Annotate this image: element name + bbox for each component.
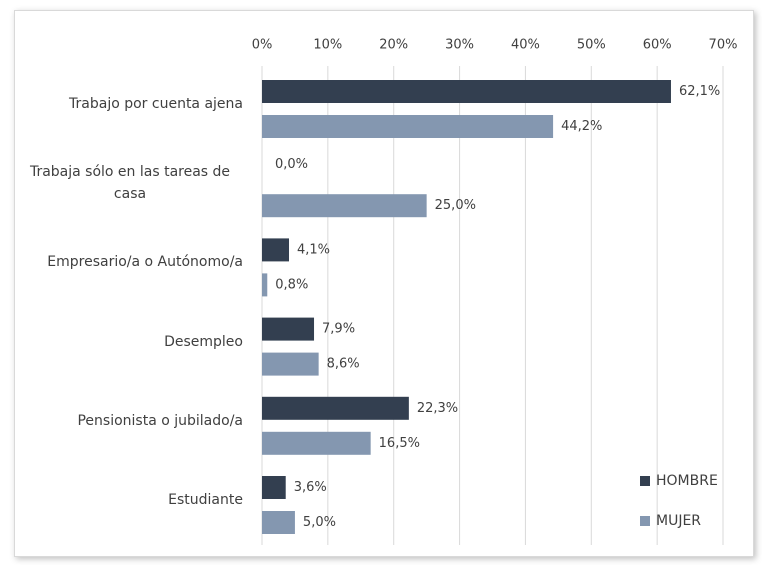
data-label: 22,3% (417, 401, 458, 416)
data-label: 16,5% (379, 436, 420, 451)
category-text: Trabaja sólo en las tareas de casa (29, 164, 231, 203)
data-label: 4,1% (297, 242, 330, 257)
data-label: 44,2% (561, 119, 602, 134)
data-label: 8,6% (327, 357, 360, 372)
bar (262, 431, 371, 455)
x-tick-label: 50% (577, 38, 606, 53)
category-text: Empresario/a o Autónomo/a (47, 254, 243, 271)
category-text: Desempleo (164, 333, 243, 350)
x-tick-label: 60% (643, 38, 672, 53)
category-label: Empresario/a o Autónomo/a (3, 238, 243, 286)
legend-label: MUJER (656, 513, 701, 529)
category-text: Trabajo por cuenta ajena (69, 96, 243, 112)
category-text: Estudiante (168, 492, 243, 508)
legend-swatch (640, 516, 650, 526)
data-label: 7,9% (322, 322, 355, 337)
data-label: 5,0% (303, 515, 336, 530)
bar (262, 476, 286, 499)
legend-label: HOMBRE (656, 473, 718, 489)
category-label: Trabajo por cuenta ajena (3, 80, 243, 128)
data-label: 0,8% (275, 277, 308, 292)
bar (262, 273, 268, 297)
category-text: Pensionista o jubilado/a (77, 412, 243, 429)
category-label: Estudiante (3, 476, 243, 524)
x-tick-label: 30% (445, 38, 474, 53)
bar (262, 352, 319, 376)
category-label: Desempleo (3, 318, 243, 366)
legend-swatch (640, 476, 650, 486)
bar (262, 194, 427, 218)
bar (262, 80, 671, 103)
category-label: Trabaja sólo en las tareas de casa (3, 159, 243, 207)
data-label: 3,6% (294, 480, 327, 495)
data-label: 62,1% (679, 84, 720, 99)
data-label: 0,0% (275, 157, 308, 172)
x-tick-label: 70% (709, 38, 738, 53)
bar (262, 115, 554, 138)
bar (262, 317, 315, 341)
x-tick-label: 40% (511, 38, 540, 53)
bar (262, 396, 409, 420)
data-label: 25,0% (435, 198, 476, 213)
x-tick-label: 10% (313, 38, 342, 53)
category-label: Pensionista o jubilado/a (3, 397, 243, 445)
x-tick-label: 20% (379, 38, 408, 53)
bar (262, 511, 295, 534)
bar (262, 238, 290, 262)
x-tick-label: 0% (252, 38, 273, 53)
